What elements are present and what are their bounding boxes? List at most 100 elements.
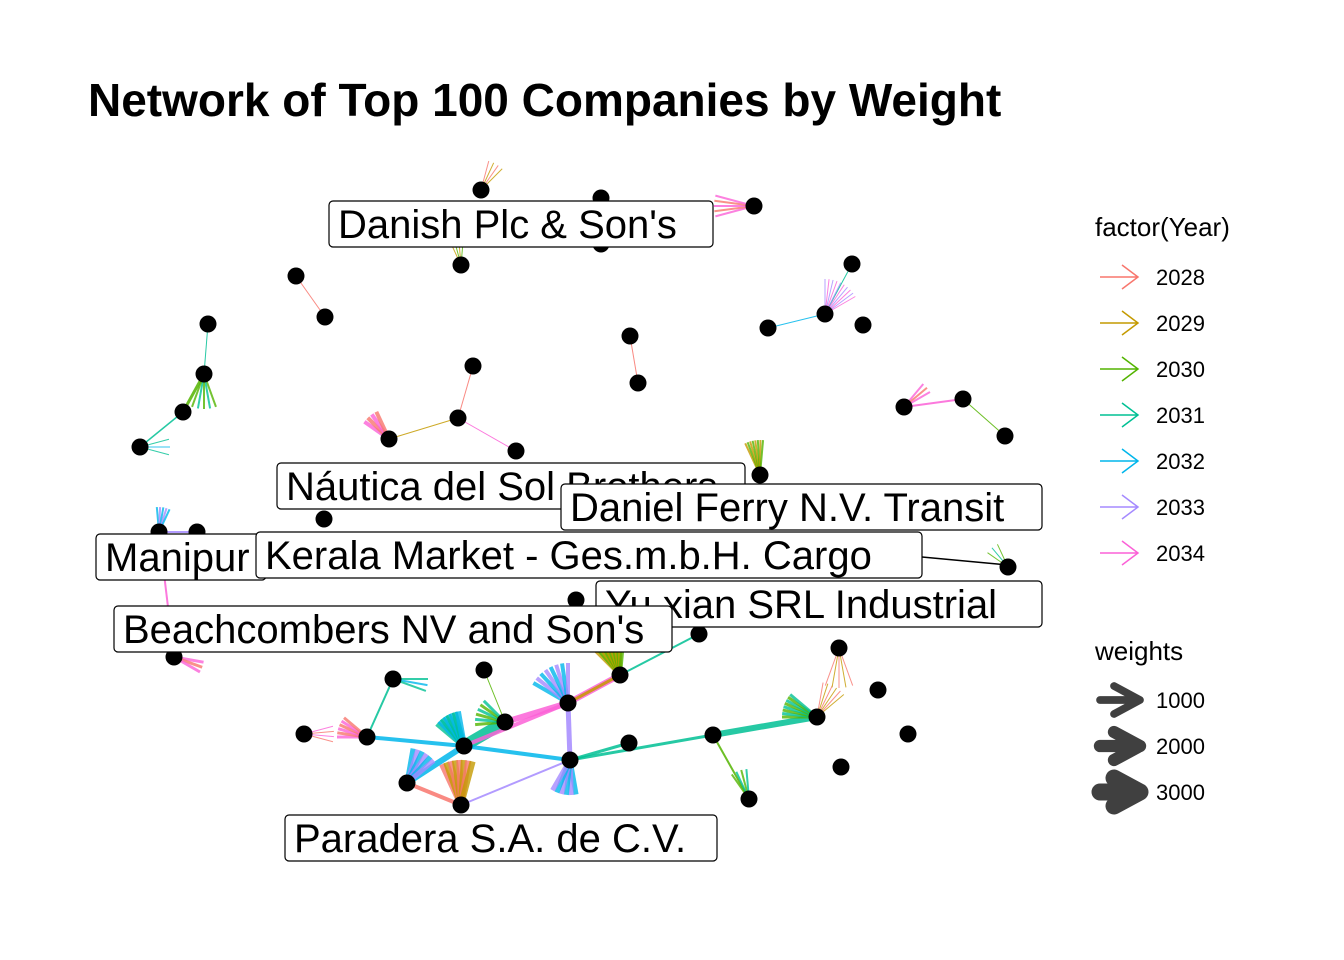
- node: [895, 398, 913, 416]
- edge: [457, 365, 474, 419]
- node-label-text: Beachcombers NV and Son's: [123, 608, 644, 652]
- edge: [388, 417, 459, 440]
- node: [559, 694, 577, 712]
- year-legend-item: 2034: [1100, 540, 1205, 566]
- node: [611, 666, 629, 684]
- node-label-beach: Beachcombers NV and Son's: [113, 605, 673, 653]
- node: [751, 466, 769, 484]
- year-legend-arrow-icon: [1100, 540, 1140, 566]
- edge: [406, 781, 462, 807]
- node: [690, 625, 708, 643]
- year-legend-item: 2030: [1100, 356, 1205, 382]
- year-legend-label: 2032: [1156, 449, 1205, 474]
- edge: [483, 669, 506, 723]
- node: [620, 734, 638, 752]
- node: [287, 267, 305, 285]
- node: [567, 591, 585, 609]
- node: [199, 315, 217, 333]
- node: [315, 510, 333, 528]
- chart-title: Network of Top 100 Companies by Weight: [88, 74, 1001, 126]
- node: [832, 758, 850, 776]
- year-legend-item: 2029: [1100, 310, 1205, 336]
- weights-legend-item: 3000: [1091, 769, 1205, 815]
- node: [449, 409, 467, 427]
- node: [452, 256, 470, 274]
- node: [475, 661, 493, 679]
- weights-legend-item: 2000: [1093, 725, 1205, 767]
- year-legend-title: factor(Year): [1095, 212, 1230, 242]
- node: [131, 438, 149, 456]
- node: [854, 316, 872, 334]
- node: [316, 308, 334, 326]
- node: [561, 751, 579, 769]
- year-legend-arrow-icon: [1100, 264, 1140, 290]
- node: [398, 774, 416, 792]
- node: [899, 725, 917, 743]
- node-label-text: Manipur: [105, 536, 250, 580]
- year-legend-label: 2028: [1156, 265, 1205, 290]
- node: [996, 427, 1014, 445]
- edge: [565, 702, 573, 761]
- node: [472, 181, 490, 199]
- edge: [619, 633, 700, 676]
- weights-legend: weights 1000 2000 3000: [1091, 636, 1205, 815]
- node: [621, 327, 639, 345]
- edge: [460, 759, 571, 806]
- weights-legend-item: 1000: [1096, 682, 1205, 718]
- node-label-box: [595, 580, 1043, 628]
- weights-legend-label: 2000: [1156, 734, 1205, 759]
- node: [816, 305, 834, 323]
- node: [464, 357, 482, 375]
- node-label-box: [113, 605, 673, 653]
- node: [954, 390, 972, 408]
- weights-legend-label: 1000: [1156, 688, 1205, 713]
- node-label-box: [284, 814, 718, 862]
- node: [195, 365, 213, 383]
- year-legend-label: 2031: [1156, 403, 1205, 428]
- node: [384, 670, 402, 688]
- edge: [457, 417, 517, 452]
- edge: [567, 673, 621, 705]
- node: [165, 648, 183, 666]
- edge: [962, 398, 1006, 437]
- node: [174, 403, 192, 421]
- node: [295, 725, 313, 743]
- label-leader-line: [921, 556, 1009, 566]
- node-label-text: Danish Plc & Son's: [338, 203, 677, 247]
- node-label-danish: Danish Plc & Son's: [328, 200, 714, 248]
- edge: [767, 313, 826, 329]
- year-legend-arrow-icon: [1100, 494, 1140, 520]
- node: [358, 728, 376, 746]
- edge: [463, 744, 571, 762]
- node: [999, 558, 1017, 576]
- node: [759, 319, 777, 337]
- year-legend-item: 2031: [1100, 402, 1205, 428]
- weights-legend-arrow-icon: [1091, 769, 1149, 815]
- node: [452, 796, 470, 814]
- node: [740, 790, 758, 808]
- year-legend-label: 2034: [1156, 541, 1205, 566]
- weights-legend-title: weights: [1094, 636, 1183, 666]
- year-legend-label: 2030: [1156, 357, 1205, 382]
- node-label-paradera: Paradera S.A. de C.V.: [284, 814, 718, 862]
- node: [507, 442, 525, 460]
- year-legend-arrow-icon: [1100, 402, 1140, 428]
- year-legend-arrow-icon: [1100, 310, 1140, 336]
- year-legend: factor(Year) 2028 2029 2030 2031 2032 2033 203…: [1095, 212, 1230, 566]
- edge: [903, 398, 964, 408]
- edge: [463, 701, 569, 748]
- edge: [366, 678, 394, 738]
- node: [455, 737, 473, 755]
- year-legend-label: 2029: [1156, 311, 1205, 336]
- edge: [366, 735, 465, 748]
- node-label-text: Daniel Ferry N.V. Transit: [570, 486, 1004, 530]
- node-label-daniel: Daniel Ferry N.V. Transit: [560, 483, 1043, 531]
- year-legend-arrow-icon: [1100, 356, 1140, 382]
- node-label-kerala: Kerala Market - Ges.m.b.H. Cargo: [255, 531, 923, 579]
- node: [843, 255, 861, 273]
- year-legend-item: 2028: [1100, 264, 1205, 290]
- year-legend-item: 2032: [1100, 448, 1205, 474]
- node-label-box: [255, 531, 923, 579]
